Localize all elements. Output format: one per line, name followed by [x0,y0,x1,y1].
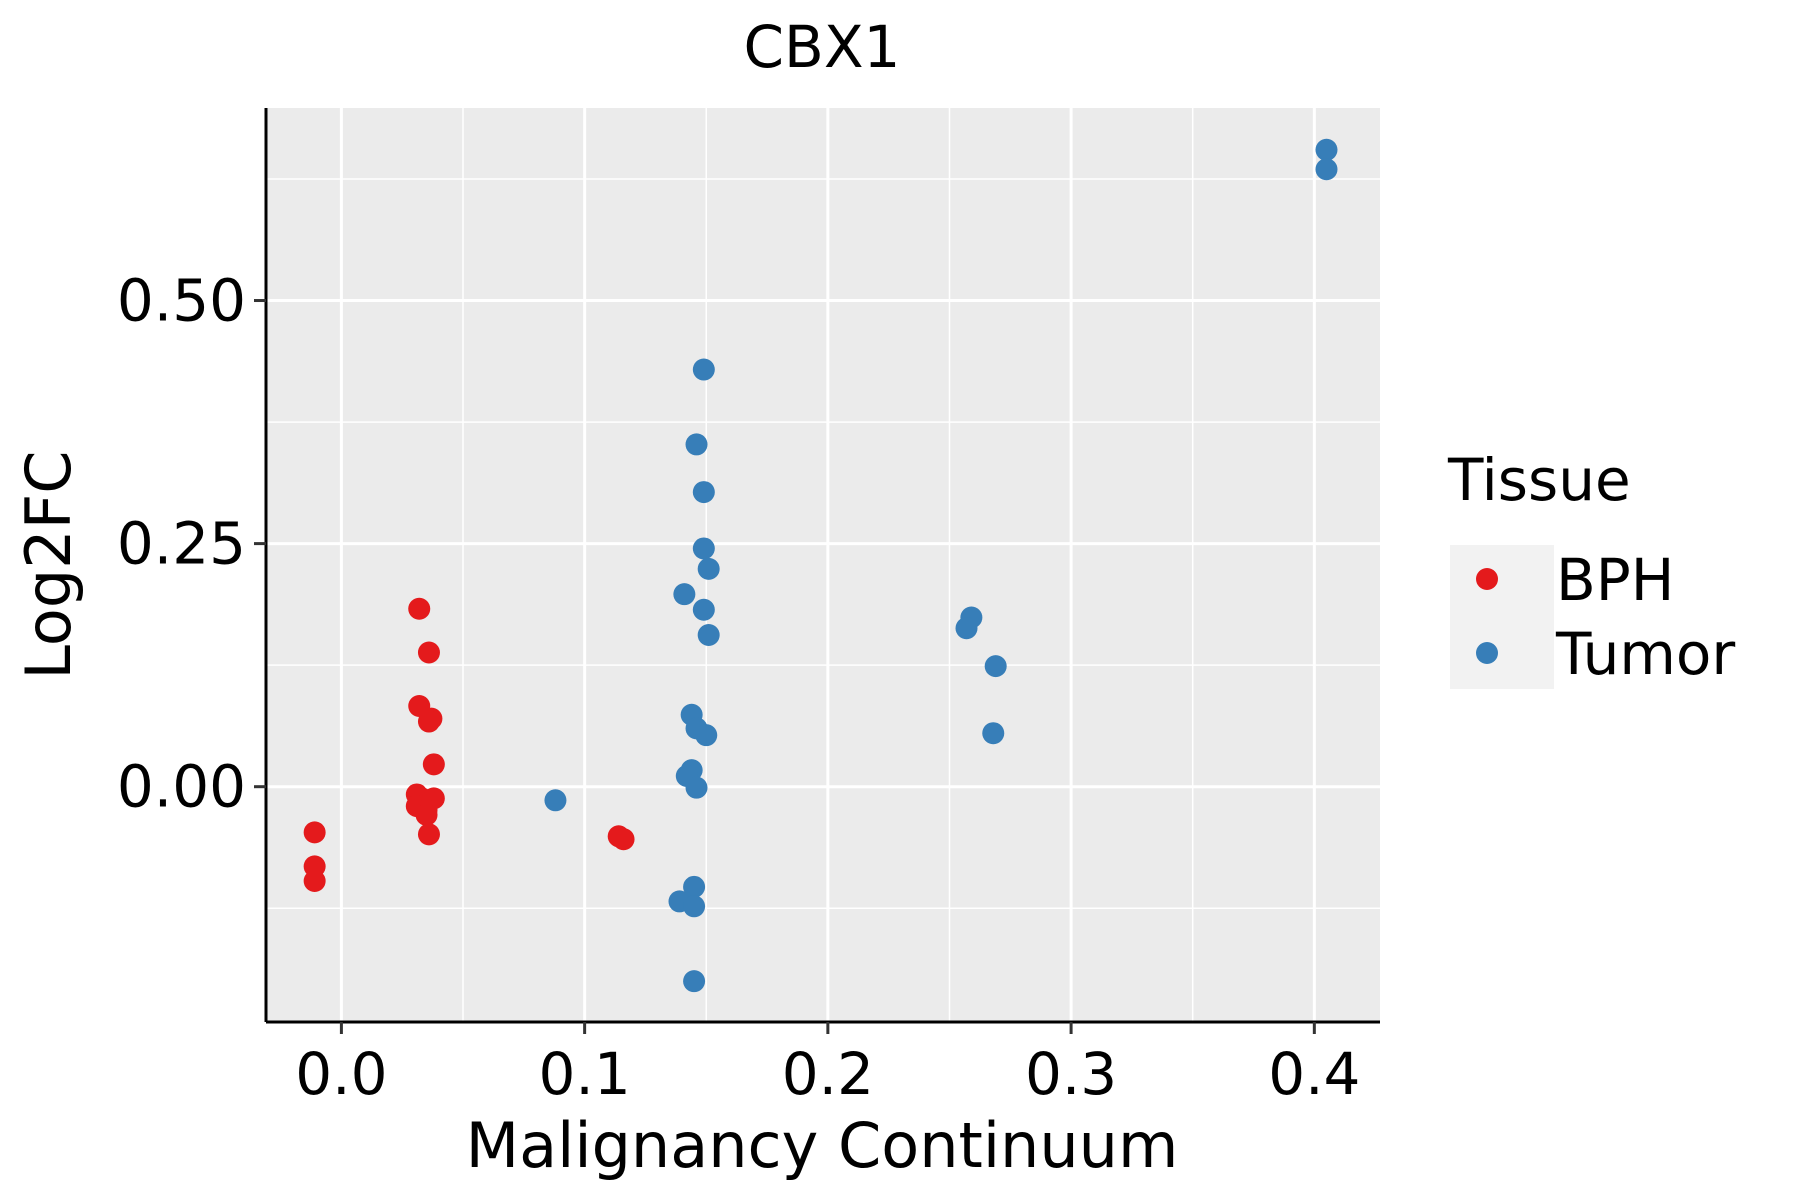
data-point-tumor [697,557,720,580]
data-points [303,138,1338,993]
x-tick-label: 0.4 [1268,1040,1360,1108]
data-point-tumor [692,537,715,560]
x-axis-ticks: 0.0 0.1 0.2 0.3 0.4 [295,1022,1360,1108]
data-point-tumor [544,789,567,812]
data-point-tumor [685,776,708,799]
y-tick-label: 0.25 [117,510,246,578]
data-point-tumor [692,481,715,504]
data-point-tumor [695,724,718,747]
data-point-bph [417,823,440,846]
data-point-tumor [683,875,706,898]
data-point-tumor [692,358,715,381]
data-point-tumor [982,722,1005,745]
y-axis-title: Log2FC [12,450,85,679]
x-tick-label: 0.1 [539,1040,631,1108]
data-point-bph [417,710,440,733]
legend-label-tumor: Tumor [1555,620,1735,688]
data-point-tumor [692,598,715,621]
data-point-tumor [673,583,696,606]
data-point-tumor [683,895,706,918]
legend-title: Tissue [1447,446,1631,514]
data-point-tumor [984,655,1007,678]
y-tick-label: 0.00 [117,753,246,821]
plot-panel [266,108,1380,1022]
data-point-tumor [683,970,706,993]
x-axis-title: Malignancy Continuum [466,1109,1179,1182]
legend-key-bph [1476,568,1498,590]
data-point-bph [415,803,438,826]
x-tick-label: 0.2 [782,1040,874,1108]
minor-gridlines [266,108,1380,1022]
data-point-tumor [1315,158,1338,181]
chart-title: CBX1 [744,13,901,81]
data-point-tumor [1315,138,1338,161]
data-point-bph [303,821,326,844]
legend-key-tumor [1476,642,1498,664]
legend-key-background [1450,545,1554,689]
data-point-bph [422,753,445,776]
data-point-bph [417,641,440,664]
x-tick-label: 0.3 [1025,1040,1117,1108]
legend-label-bph: BPH [1556,546,1674,614]
data-point-tumor [697,624,720,647]
y-axis-ticks: 0.00 0.25 0.50 [117,267,266,821]
data-point-tumor [955,617,978,640]
major-gridlines [266,108,1380,1022]
data-point-bph [612,828,635,851]
x-tick-label: 0.0 [295,1040,387,1108]
data-point-tumor [685,433,708,456]
data-point-bph [303,870,326,893]
data-point-bph [408,597,431,620]
y-tick-label: 0.50 [117,267,246,335]
